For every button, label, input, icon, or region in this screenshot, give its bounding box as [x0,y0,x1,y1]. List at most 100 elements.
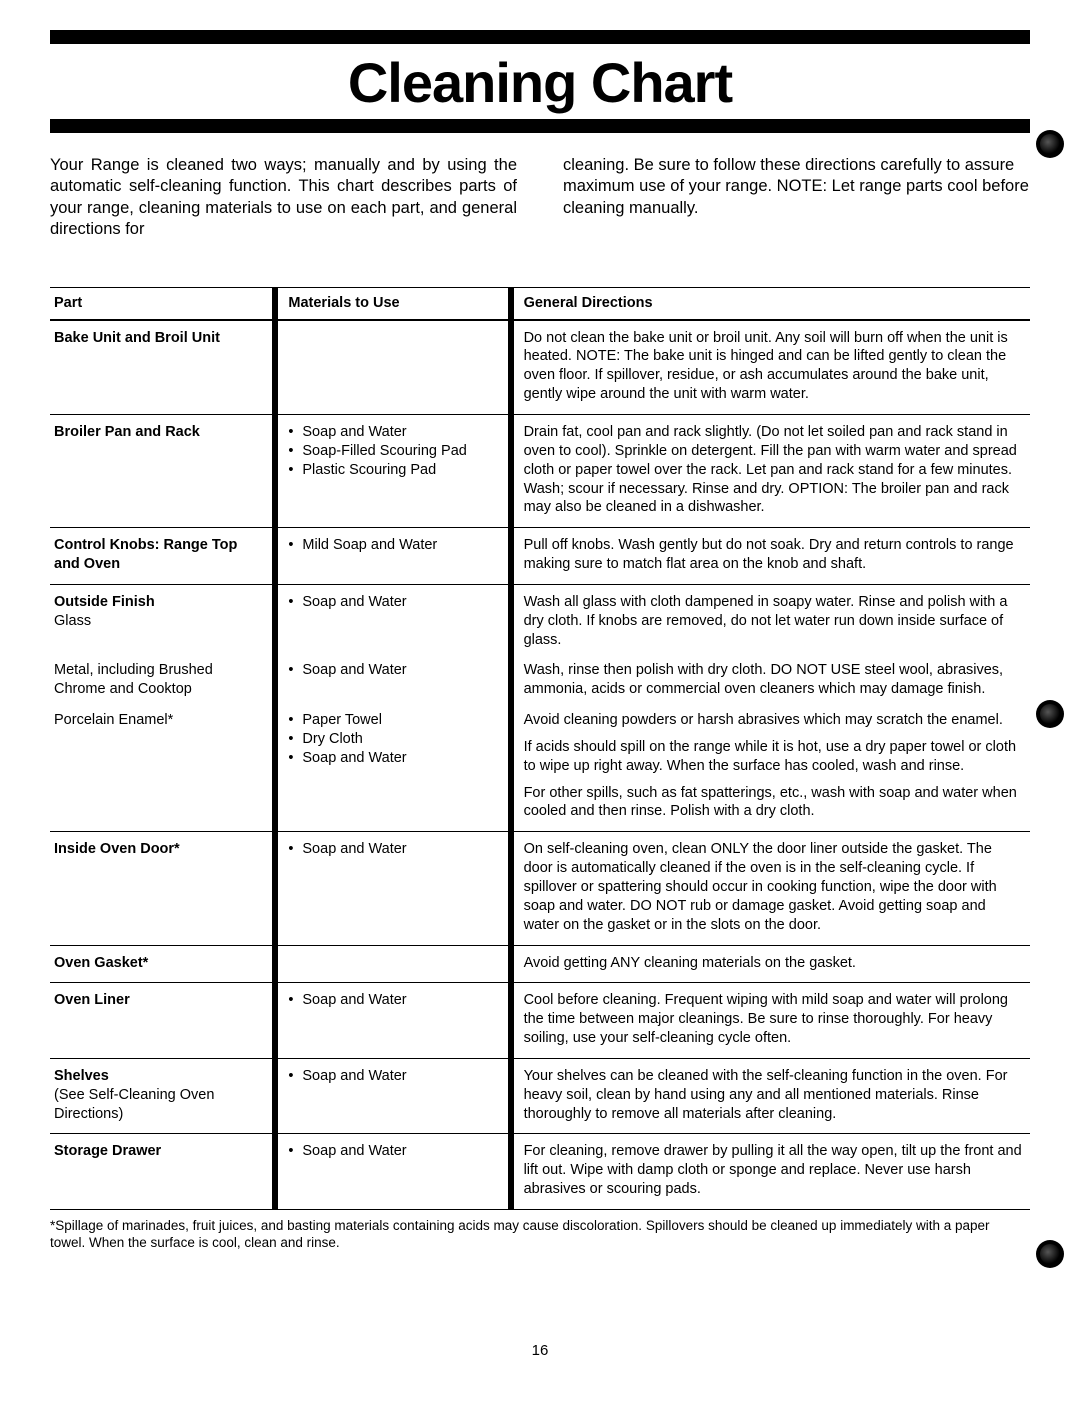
cell-directions: On self-cleaning oven, clean ONLY the do… [511,832,1030,945]
mid-rule-bar [50,119,1030,133]
binder-hole-icon [1036,1240,1064,1268]
direction-paragraph: Wash all glass with cloth dampened in so… [524,593,1022,650]
cell-part: Outside FinishGlass [50,584,275,659]
part-name-plain: Metal, including Brushed Chrome and Cook… [54,661,264,699]
intro-col-right: cleaning. Be sure to follow these direct… [563,155,1030,241]
page-title: Cleaning Chart [50,50,1030,115]
cell-part: Porcelain Enamel* [50,709,275,832]
top-rule-bar [50,30,1030,44]
cell-directions: Drain fat, cool pan and rack slightly. (… [511,414,1030,527]
material-item: Soap and Water [288,423,499,442]
cell-part: Metal, including Brushed Chrome and Cook… [50,659,275,709]
cell-part: Broiler Pan and Rack [50,414,275,527]
header-materials: Materials to Use [275,287,510,319]
cell-part: Bake Unit and Broil Unit [50,320,275,415]
cell-materials: Mild Soap and Water [275,528,510,585]
table-body: Bake Unit and Broil Unit Do not clean the… [50,320,1030,1210]
table-row: Storage Drawer Soap and Water For cleaning… [50,1134,1030,1210]
cell-directions: Cool before cleaning. Frequent wiping wi… [511,983,1030,1059]
table-header-row: Part Materials to Use General Directions [50,287,1030,319]
part-name-plain: Glass [54,612,264,631]
cell-materials: Paper TowelDry ClothSoap and Water [275,709,510,832]
table-row: Outside FinishGlass Soap and Water Wash al… [50,584,1030,659]
materials-list: Soap and Water [288,661,499,680]
cell-materials: Soap and Water [275,1058,510,1134]
materials-list: Soap and Water [288,593,499,612]
direction-paragraph: Wash, rinse then polish with dry cloth. … [524,661,1022,699]
direction-paragraph: If acids should spill on the range while… [524,738,1022,776]
footnote-text: *Spillage of marinades, fruit juices, an… [50,1218,1030,1252]
direction-paragraph: Avoid cleaning powders or harsh abrasive… [524,711,1022,730]
material-item: Dry Cloth [288,730,499,749]
material-item: Soap-Filled Scouring Pad [288,442,499,461]
binder-hole-icon [1036,130,1064,158]
material-item: Soap and Water [288,661,499,680]
cell-directions: Avoid getting ANY cleaning materials on … [511,945,1030,983]
cell-materials: Soap and Water [275,659,510,709]
direction-paragraph: For cleaning, remove drawer by pulling i… [524,1142,1022,1199]
material-item: Mild Soap and Water [288,536,499,555]
part-name-bold: Shelves [54,1067,264,1086]
material-item: Soap and Water [288,840,499,859]
cleaning-table: Part Materials to Use General Directions… [50,287,1030,1210]
direction-paragraph: Avoid getting ANY cleaning materials on … [524,954,1022,973]
cell-part: Oven Gasket* [50,945,275,983]
cell-part: Control Knobs: Range Top and Oven [50,528,275,585]
cell-part: Shelves(See Self-Cleaning Oven Direction… [50,1058,275,1134]
cell-directions: Pull off knobs. Wash gently but do not s… [511,528,1030,585]
table-row: Bake Unit and Broil Unit Do not clean the… [50,320,1030,415]
binder-hole-icon [1036,700,1064,728]
direction-paragraph: Do not clean the bake unit or broil unit… [524,329,1022,404]
table-row: Shelves(See Self-Cleaning Oven Direction… [50,1058,1030,1134]
part-name-plain: Porcelain Enamel* [54,711,264,730]
header-directions: General Directions [511,287,1030,319]
table-row: Porcelain Enamel* Paper TowelDry ClothSoa… [50,709,1030,832]
direction-paragraph: Cool before cleaning. Frequent wiping wi… [524,991,1022,1048]
material-item: Soap and Water [288,1142,499,1161]
part-name-bold: Inside Oven Door* [54,840,264,859]
cell-materials: Soap and Water [275,1134,510,1210]
materials-list: Paper TowelDry ClothSoap and Water [288,711,499,768]
cell-materials: Soap and WaterSoap-Filled Scouring PadPl… [275,414,510,527]
intro-col-left: Your Range is cleaned two ways; manually… [50,155,517,241]
part-name-bold: Storage Drawer [54,1142,264,1161]
cell-directions: Your shelves can be cleaned with the sel… [511,1058,1030,1134]
cell-materials: Soap and Water [275,983,510,1059]
direction-paragraph: Your shelves can be cleaned with the sel… [524,1067,1022,1124]
part-name-bold: Oven Gasket* [54,954,264,973]
cell-directions: Wash all glass with cloth dampened in so… [511,584,1030,659]
cell-materials [275,945,510,983]
cell-directions: Wash, rinse then polish with dry cloth. … [511,659,1030,709]
cell-part: Inside Oven Door* [50,832,275,945]
cell-materials: Soap and Water [275,584,510,659]
materials-list: Mild Soap and Water [288,536,499,555]
material-item: Soap and Water [288,749,499,768]
material-item: Soap and Water [288,593,499,612]
table-row: Inside Oven Door* Soap and Water On self-c… [50,832,1030,945]
cell-materials: Soap and Water [275,832,510,945]
table-row: Control Knobs: Range Top and Oven Mild So… [50,528,1030,585]
cell-part: Oven Liner [50,983,275,1059]
materials-list: Soap and WaterSoap-Filled Scouring PadPl… [288,423,499,480]
header-part: Part [50,287,275,319]
cell-directions: Avoid cleaning powders or harsh abrasive… [511,709,1030,832]
part-name-bold: Bake Unit and Broil Unit [54,329,264,348]
table-row: Oven Liner Soap and Water Cool before clea… [50,983,1030,1059]
material-item: Plastic Scouring Pad [288,461,499,480]
materials-list: Soap and Water [288,1067,499,1086]
part-name-bold: Oven Liner [54,991,264,1010]
direction-paragraph: For other spills, such as fat spattering… [524,784,1022,822]
direction-paragraph: On self-cleaning oven, clean ONLY the do… [524,840,1022,934]
direction-paragraph: Pull off knobs. Wash gently but do not s… [524,536,1022,574]
direction-paragraph: Drain fat, cool pan and rack slightly. (… [524,423,1022,517]
part-name-bold: Outside Finish [54,593,264,612]
materials-list: Soap and Water [288,1142,499,1161]
cell-part: Storage Drawer [50,1134,275,1210]
part-name-bold: Control Knobs: Range Top and Oven [54,536,264,574]
materials-list: Soap and Water [288,991,499,1010]
table-row: Oven Gasket* Avoid getting ANY cleaning m… [50,945,1030,983]
part-name-bold: Broiler Pan and Rack [54,423,264,442]
cell-directions: For cleaning, remove drawer by pulling i… [511,1134,1030,1210]
material-item: Paper Towel [288,711,499,730]
material-item: Soap and Water [288,991,499,1010]
